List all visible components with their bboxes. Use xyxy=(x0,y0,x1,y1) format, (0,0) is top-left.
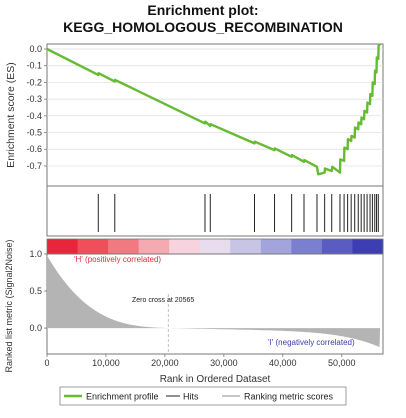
chart-title: Enrichment plot: xyxy=(147,2,259,18)
x-axis-label: Rank in Ordered Dataset xyxy=(160,374,271,385)
x-tick-label: 0 xyxy=(44,358,49,368)
es-tick-label: -0.7 xyxy=(26,161,42,171)
es-tick-label: -0.1 xyxy=(26,61,42,71)
ranking-metric-area xyxy=(47,255,381,348)
heatmap-cell xyxy=(291,239,323,254)
heatmap-cell xyxy=(352,239,384,254)
legend-hits-label: Hits xyxy=(183,392,199,402)
heatmap-cell xyxy=(321,239,353,254)
x-tick-label: 10,000 xyxy=(92,358,120,368)
heatmap-cell xyxy=(230,239,262,254)
legend-ranking-metric-label: Ranking metric scores xyxy=(244,392,334,402)
es-tick-label: -0.4 xyxy=(26,111,42,121)
zero-cross-label: Zero cross at 20565 xyxy=(132,297,194,304)
x-tick-label: 50,000 xyxy=(328,358,356,368)
x-tick-label: 40,000 xyxy=(269,358,297,368)
es-tick-label: -0.6 xyxy=(26,144,42,154)
x-tick-label: 20,000 xyxy=(151,358,179,368)
heatmap-cell xyxy=(47,239,79,254)
ranked-tick-label: 0.0 xyxy=(29,323,42,333)
es-panel-frame xyxy=(46,43,384,187)
ranked-axis-label: Ranked list metric (Signal2Noise) xyxy=(4,239,14,372)
ranked-tick-label: 0.5 xyxy=(29,286,42,296)
enrichment-profile-line xyxy=(46,43,381,176)
heatmap-cell xyxy=(77,239,109,254)
hits-panel-frame xyxy=(46,185,384,237)
chart-subtitle: KEGG_HOMOLOGOUS_RECOMBINATION xyxy=(63,19,343,35)
heatmap-cell xyxy=(138,239,170,254)
legend-enrichment-profile-label: Enrichment profile xyxy=(86,392,159,402)
heatmap-cell xyxy=(108,239,140,254)
es-axis-label: Enrichment score (ES) xyxy=(5,62,17,168)
heatmap-cell xyxy=(169,239,201,254)
es-tick-label: 0.0 xyxy=(29,44,42,54)
heatmap-cell xyxy=(260,239,292,254)
x-tick-label: 30,000 xyxy=(210,358,238,368)
positive-correlation-label: 'H' (positively correlated) xyxy=(74,255,161,264)
es-tick-label: -0.3 xyxy=(26,94,42,104)
negative-correlation-label: 'I' (negatively correlated) xyxy=(268,338,355,347)
es-tick-label: -0.5 xyxy=(26,128,42,138)
legend xyxy=(59,386,347,406)
ranked-panel-frame xyxy=(46,253,384,355)
heatmap-cell xyxy=(199,239,231,254)
es-tick-label: -0.2 xyxy=(26,77,42,87)
ranked-tick-label: 1.0 xyxy=(29,249,42,259)
